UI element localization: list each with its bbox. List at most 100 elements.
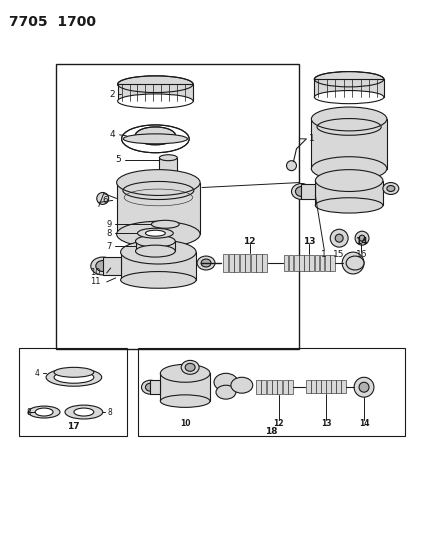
Bar bbox=[309, 255, 314, 271]
Bar bbox=[277, 380, 282, 394]
Ellipse shape bbox=[65, 405, 103, 419]
Bar bbox=[117, 182, 200, 234]
Ellipse shape bbox=[121, 272, 196, 288]
Circle shape bbox=[97, 192, 109, 205]
Bar bbox=[315, 255, 319, 271]
Bar bbox=[245, 254, 250, 272]
Bar bbox=[341, 380, 346, 393]
Bar bbox=[240, 254, 245, 272]
Ellipse shape bbox=[54, 372, 94, 383]
Text: 8: 8 bbox=[106, 229, 111, 238]
Text: 4: 4 bbox=[35, 369, 40, 378]
Ellipse shape bbox=[146, 230, 165, 236]
Text: 13: 13 bbox=[321, 419, 332, 429]
Ellipse shape bbox=[387, 185, 395, 191]
Bar bbox=[256, 254, 262, 272]
Bar bbox=[301, 183, 315, 199]
Ellipse shape bbox=[54, 367, 94, 377]
Ellipse shape bbox=[295, 187, 307, 197]
Circle shape bbox=[342, 252, 364, 274]
Circle shape bbox=[359, 235, 365, 241]
Ellipse shape bbox=[117, 221, 200, 247]
Bar bbox=[19, 349, 127, 436]
Bar bbox=[326, 380, 331, 393]
Ellipse shape bbox=[74, 408, 94, 416]
Ellipse shape bbox=[122, 125, 189, 153]
Text: 10: 10 bbox=[180, 419, 190, 429]
Circle shape bbox=[335, 234, 343, 242]
Ellipse shape bbox=[152, 220, 179, 228]
Ellipse shape bbox=[137, 228, 173, 238]
Text: 6: 6 bbox=[103, 196, 109, 205]
Text: 1: 1 bbox=[309, 134, 314, 143]
Ellipse shape bbox=[146, 383, 155, 391]
Bar bbox=[294, 255, 299, 271]
Bar bbox=[331, 380, 336, 393]
Ellipse shape bbox=[117, 169, 200, 196]
Bar bbox=[306, 380, 311, 393]
Bar bbox=[283, 380, 288, 394]
Ellipse shape bbox=[291, 183, 311, 199]
Bar bbox=[139, 349, 405, 436]
Text: 7: 7 bbox=[106, 241, 111, 251]
Bar bbox=[288, 380, 293, 394]
Bar bbox=[256, 380, 261, 394]
Ellipse shape bbox=[231, 377, 253, 393]
Ellipse shape bbox=[216, 385, 236, 399]
Bar bbox=[56, 64, 300, 350]
Ellipse shape bbox=[201, 259, 211, 267]
Ellipse shape bbox=[160, 365, 210, 382]
Circle shape bbox=[359, 382, 369, 392]
Ellipse shape bbox=[315, 198, 383, 213]
Ellipse shape bbox=[185, 364, 195, 372]
Ellipse shape bbox=[28, 406, 60, 418]
Circle shape bbox=[347, 257, 359, 269]
Bar bbox=[283, 255, 288, 271]
Ellipse shape bbox=[91, 257, 115, 275]
Ellipse shape bbox=[311, 157, 387, 181]
Ellipse shape bbox=[136, 245, 175, 257]
Ellipse shape bbox=[383, 182, 399, 195]
Circle shape bbox=[330, 229, 348, 247]
Bar bbox=[223, 254, 228, 272]
Bar bbox=[251, 254, 256, 272]
Ellipse shape bbox=[142, 380, 159, 394]
Ellipse shape bbox=[135, 127, 175, 145]
Ellipse shape bbox=[96, 261, 110, 271]
Ellipse shape bbox=[346, 256, 364, 270]
Text: 5: 5 bbox=[116, 155, 122, 164]
Ellipse shape bbox=[311, 107, 387, 131]
Circle shape bbox=[286, 160, 297, 171]
Text: 12: 12 bbox=[244, 237, 256, 246]
Ellipse shape bbox=[136, 235, 175, 247]
Ellipse shape bbox=[160, 395, 210, 407]
Text: 9: 9 bbox=[106, 220, 111, 229]
Bar bbox=[159, 158, 177, 174]
Ellipse shape bbox=[123, 134, 187, 144]
Ellipse shape bbox=[118, 94, 193, 108]
Text: 8: 8 bbox=[27, 408, 32, 417]
Ellipse shape bbox=[197, 256, 215, 270]
Ellipse shape bbox=[46, 368, 102, 386]
Bar bbox=[261, 380, 266, 394]
Text: 17: 17 bbox=[67, 423, 79, 431]
Bar bbox=[150, 380, 160, 394]
Ellipse shape bbox=[121, 240, 196, 264]
Text: 2: 2 bbox=[110, 90, 116, 99]
Bar bbox=[262, 254, 267, 272]
Ellipse shape bbox=[35, 408, 53, 416]
Ellipse shape bbox=[118, 76, 193, 93]
Ellipse shape bbox=[159, 155, 177, 160]
Text: 4: 4 bbox=[110, 131, 116, 139]
Bar bbox=[314, 79, 384, 97]
Ellipse shape bbox=[315, 169, 383, 191]
Text: 14: 14 bbox=[359, 419, 369, 429]
Bar bbox=[316, 380, 321, 393]
Bar bbox=[118, 84, 193, 101]
Bar bbox=[315, 181, 383, 205]
Bar bbox=[267, 380, 271, 394]
Bar bbox=[299, 255, 304, 271]
Text: 1: 1 bbox=[321, 249, 327, 259]
Text: 8: 8 bbox=[107, 408, 112, 417]
Bar bbox=[311, 380, 316, 393]
